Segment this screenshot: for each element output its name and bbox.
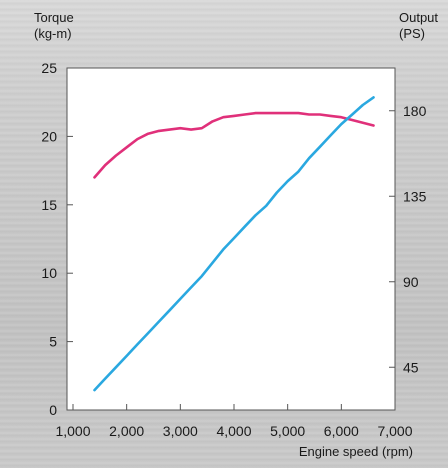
- y-left-tick-label: 25: [41, 60, 57, 76]
- left-axis-title-line1: Torque: [34, 10, 74, 25]
- y-left-tick-label: 0: [49, 402, 57, 418]
- y-left-tick-label: 15: [41, 197, 57, 213]
- y-left-tick-label: 5: [49, 334, 57, 350]
- y-right-tick-label: 90: [403, 274, 419, 290]
- x-axis-title: Engine speed (rpm): [299, 444, 413, 459]
- x-tick-label: 7,000: [377, 423, 412, 439]
- output-line: [93, 96, 375, 392]
- y-left-tick-label: 20: [41, 128, 57, 144]
- torque-line: [93, 111, 375, 179]
- right-axis-title-line2: (PS): [399, 26, 425, 41]
- y-right-tick-label: 135: [403, 188, 427, 204]
- x-tick-label: 5,000: [270, 423, 305, 439]
- x-tick-label: 4,000: [216, 423, 251, 439]
- left-axis-title-line2: (kg-m): [34, 26, 72, 41]
- x-tick-label: 3,000: [163, 423, 198, 439]
- right-axis-title-line1: Output: [399, 10, 438, 25]
- x-tick-label: 2,000: [109, 423, 144, 439]
- y-left-tick-label: 10: [41, 265, 57, 281]
- x-tick-label: 1,000: [55, 423, 90, 439]
- y-right-tick-label: 180: [403, 103, 427, 119]
- x-tick-label: 6,000: [324, 423, 359, 439]
- y-right-tick-label: 45: [403, 359, 419, 375]
